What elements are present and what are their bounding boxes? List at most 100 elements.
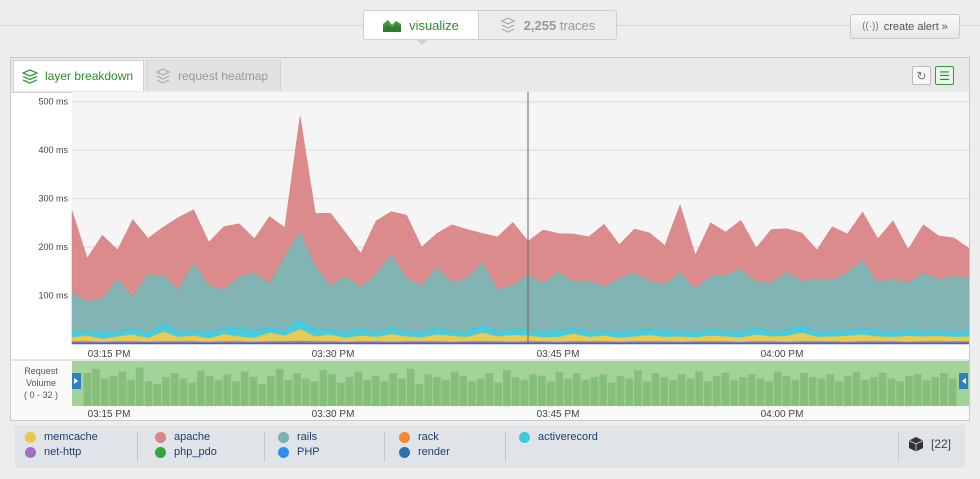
y-tick-label: 100 ms — [38, 291, 68, 301]
volume-bar — [634, 370, 642, 407]
series-area-render — [71, 342, 969, 345]
volume-bar — [441, 379, 450, 406]
trace-count-badge[interactable]: [22] — [908, 436, 951, 452]
volume-bar — [712, 375, 721, 407]
create-alert-label: create alert » — [883, 20, 948, 33]
legend-item-net-http[interactable]: net-http — [25, 446, 81, 458]
volume-bar — [170, 373, 179, 406]
legend-item-rails[interactable]: rails — [278, 431, 317, 443]
legend-item-render[interactable]: render — [399, 446, 450, 458]
toggle-caret — [416, 39, 428, 45]
volume-bar — [572, 373, 581, 406]
volume-bar — [747, 374, 756, 406]
x-tick-label: 03:30 PM — [312, 349, 355, 360]
volume-bar — [826, 374, 835, 406]
volume-bar — [599, 374, 607, 406]
legend-label: rack — [418, 431, 439, 443]
volume-bar — [197, 370, 205, 407]
volume-bar — [450, 371, 459, 406]
volume-bar — [302, 378, 310, 406]
refresh-button[interactable]: ↻ — [912, 66, 931, 85]
legend-color-dot — [155, 446, 166, 458]
volume-bar — [389, 373, 398, 406]
volume-bar — [188, 382, 197, 406]
volume-bar — [756, 378, 765, 406]
y-tick-label: 500 ms — [38, 97, 68, 107]
volume-bar — [546, 381, 555, 407]
visualize-button[interactable]: visualize — [363, 10, 479, 40]
legend-item-rack[interactable]: rack — [399, 431, 439, 443]
y-tick-label: 400 ms — [38, 145, 68, 155]
legend-color-dot — [25, 431, 36, 443]
legend-color-dot — [519, 431, 530, 443]
y-tick-label: 300 ms — [38, 194, 68, 204]
volume-bar — [852, 371, 861, 406]
layers-icon — [22, 69, 38, 84]
volume-bar — [590, 377, 599, 406]
volume-bar — [354, 371, 363, 406]
volume-bar — [861, 379, 870, 406]
volume-bar — [948, 378, 957, 406]
tab-layer-breakdown[interactable]: layer breakdown — [13, 60, 144, 91]
list-icon: ☰ — [939, 68, 950, 83]
legend-label: php_pdo — [174, 446, 217, 458]
layer-breakdown-chart[interactable]: 100 ms 200 ms 300 ms 400 ms 500 ms 03:15 PM 0… — [11, 92, 969, 420]
volume-label-line1: Request — [24, 366, 58, 376]
area-chart-icon — [383, 20, 402, 32]
volume-bar — [677, 374, 686, 406]
legend-item-php_pdo[interactable]: php_pdo — [155, 446, 217, 458]
legend-item-php[interactable]: PHP — [278, 446, 320, 458]
tab-request-heatmap[interactable]: request heatmap — [146, 60, 281, 91]
volume-bar — [345, 377, 354, 406]
list-view-button[interactable]: ☰ — [935, 66, 954, 85]
volume-bar — [878, 373, 887, 406]
legend-divider — [264, 432, 265, 462]
create-alert-button[interactable]: ((·)) create alert » — [850, 14, 960, 39]
legend-item-memcache[interactable]: memcache — [25, 431, 98, 443]
volume-bar — [494, 382, 502, 406]
handle-left-arrow-icon — [74, 378, 78, 384]
volume-x-tick-label: 04:00 PM — [761, 409, 804, 420]
legend-divider — [505, 432, 506, 462]
traces-button[interactable]: 2,255 traces — [479, 10, 617, 40]
volume-bar — [232, 381, 240, 407]
volume-bar — [468, 381, 476, 407]
volume-bar — [92, 368, 100, 406]
legend-color-dot — [155, 431, 166, 443]
volume-bar — [293, 373, 301, 406]
volume-bar — [240, 371, 249, 406]
volume-bar — [896, 381, 904, 407]
volume-bar — [642, 381, 651, 407]
volume-bar — [433, 377, 441, 406]
volume-bar — [179, 378, 188, 406]
chart-tab-bar: layer breakdown request heatmap ↻ ☰ — [11, 58, 969, 93]
handle-right-arrow-icon — [962, 378, 966, 384]
volume-bar — [371, 375, 380, 407]
volume-bar — [485, 373, 494, 406]
volume-bar — [940, 373, 948, 406]
legend-item-apache[interactable]: apache — [155, 431, 210, 443]
volume-bar — [905, 375, 913, 407]
legend-item-activerecord[interactable]: activerecord — [519, 431, 598, 443]
volume-bar — [127, 379, 135, 406]
volume-bar — [660, 377, 668, 406]
legend-color-dot — [399, 431, 410, 443]
volume-bar — [913, 374, 922, 406]
volume-bar — [581, 379, 590, 406]
tab-request-heatmap-label: request heatmap — [178, 69, 269, 83]
volume-bar — [800, 373, 808, 406]
volume-bar — [476, 378, 485, 406]
volume-bar — [118, 371, 127, 406]
volume-bar — [817, 378, 826, 406]
legend-color-dot — [25, 446, 36, 458]
volume-bar — [625, 378, 634, 406]
volume-bar — [538, 375, 546, 407]
volume-bar — [607, 382, 616, 406]
volume-bar — [686, 378, 695, 406]
tab-layer-breakdown-label: layer breakdown — [45, 69, 134, 83]
volume-bar — [931, 377, 939, 406]
legend-label: net-http — [44, 446, 82, 458]
legend-label: rails — [297, 431, 318, 443]
volume-bar — [791, 379, 800, 406]
volume-range-label: ( 0 - 32 ) — [24, 390, 58, 400]
